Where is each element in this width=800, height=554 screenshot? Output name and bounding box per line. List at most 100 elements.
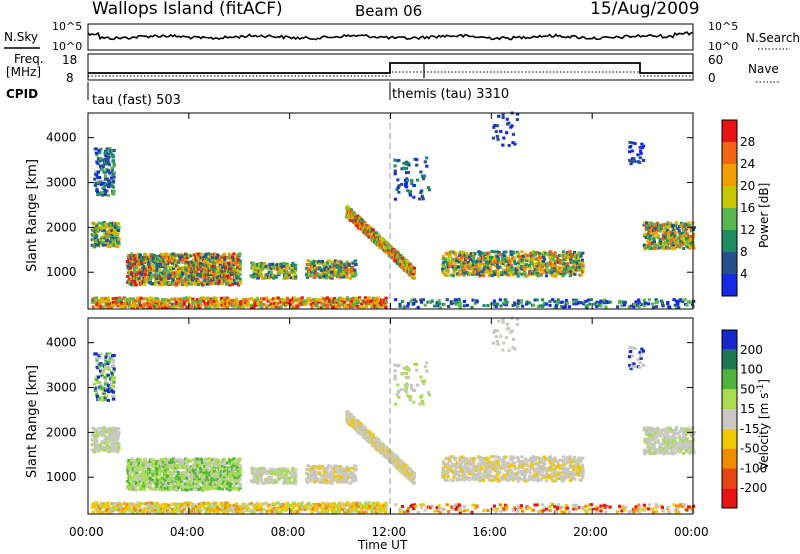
- power-cell: [279, 267, 283, 271]
- power-cell: [304, 299, 308, 303]
- power-cell: [157, 257, 161, 261]
- power-cell: [222, 254, 226, 258]
- power-cell: [116, 300, 120, 304]
- power-cell: [449, 250, 453, 254]
- power-cell: [462, 266, 466, 270]
- power-cell: [577, 255, 581, 259]
- power-cell: [110, 176, 114, 180]
- power-cell: [266, 299, 270, 303]
- power-cell: [181, 272, 186, 276]
- velocity-cell: [138, 488, 142, 491]
- power-cell: [524, 274, 528, 278]
- power-cell: [378, 304, 382, 308]
- power-cell: [181, 282, 186, 286]
- power-cell: [279, 305, 283, 309]
- power-cell: [212, 296, 216, 300]
- velocity-cell: [137, 508, 141, 512]
- power-cell: [533, 298, 537, 302]
- power-cell: [258, 304, 262, 308]
- power-cell: [180, 302, 184, 306]
- power-cell: [653, 225, 657, 228]
- power-cell: [501, 258, 505, 262]
- velocity-cell: [101, 445, 105, 449]
- power-cell: [265, 267, 269, 270]
- power-cell: [305, 301, 309, 305]
- velocity-cell: [146, 510, 150, 514]
- power-cell: [131, 301, 135, 305]
- velocity-cell: [199, 509, 203, 513]
- power-cell: [124, 303, 128, 307]
- power-cell: [269, 302, 273, 306]
- power-cell: [195, 282, 199, 286]
- power-cell: [143, 266, 147, 270]
- power-cell: [148, 265, 153, 269]
- power-cell: [150, 275, 154, 279]
- power-cell: [277, 305, 281, 309]
- power-cell: [393, 158, 397, 162]
- power-cell: [654, 243, 658, 247]
- power-cell: [215, 278, 219, 281]
- power-cell: [322, 297, 326, 301]
- power-cell: [458, 253, 462, 257]
- power-cell: [199, 262, 203, 266]
- power-cell: [137, 277, 141, 281]
- velocity-cell: [106, 507, 110, 511]
- power-cell: [508, 259, 512, 263]
- power-cell: [510, 258, 514, 262]
- power-cell: [348, 297, 352, 301]
- velocity-cell: [121, 508, 125, 512]
- power-cell: [384, 298, 388, 302]
- power-cell: [104, 150, 108, 154]
- power-cell: [511, 132, 516, 136]
- power-cell: [317, 259, 321, 263]
- velocity-cell: [90, 433, 95, 437]
- power-cell: [668, 246, 672, 250]
- power-cell: [286, 264, 290, 268]
- power-cell: [498, 253, 502, 257]
- power-cell: [268, 265, 272, 269]
- power-cell: [499, 304, 503, 308]
- power-cell: [452, 270, 456, 274]
- power-cell: [155, 279, 159, 283]
- power-cell: [410, 182, 414, 186]
- power-cell: [330, 276, 334, 280]
- power-cell: [437, 299, 441, 303]
- power-cell: [520, 250, 524, 254]
- power-cell: [608, 300, 612, 304]
- power-cell: [516, 112, 520, 116]
- power-cell: [494, 130, 498, 134]
- power-cell: [95, 190, 100, 194]
- power-cell: [572, 302, 576, 306]
- power-cell: [543, 263, 547, 267]
- power-cell: [433, 304, 437, 308]
- power-cell: [92, 243, 96, 247]
- power-cell: [556, 270, 560, 273]
- velocity-cell: [352, 501, 356, 505]
- power-cell: [551, 298, 555, 302]
- power-cell: [98, 301, 102, 305]
- power-cell: [100, 235, 104, 239]
- power-cell: [221, 259, 225, 263]
- velocity-cell: [132, 502, 136, 506]
- velocity-cell: [269, 507, 273, 511]
- power-cell: [255, 270, 259, 274]
- velocity-cell: [112, 384, 116, 388]
- power-cell: [206, 269, 210, 273]
- power-cell: [135, 266, 139, 270]
- power-cell: [155, 267, 159, 271]
- power-cell: [687, 300, 691, 304]
- power-cell: [136, 264, 140, 268]
- velocity-cell: [141, 510, 146, 514]
- power-cell: [214, 297, 219, 301]
- power-cell: [207, 264, 211, 268]
- power-cell: [187, 281, 191, 285]
- power-cell: [204, 273, 208, 277]
- velocity-cell: [106, 352, 110, 356]
- power-cell: [202, 299, 206, 303]
- power-cell: [132, 283, 136, 287]
- power-cell: [271, 262, 275, 266]
- power-cell: [270, 267, 274, 271]
- power-cell: [259, 270, 263, 274]
- velocity-cell: [354, 506, 358, 510]
- power-cell: [556, 298, 560, 302]
